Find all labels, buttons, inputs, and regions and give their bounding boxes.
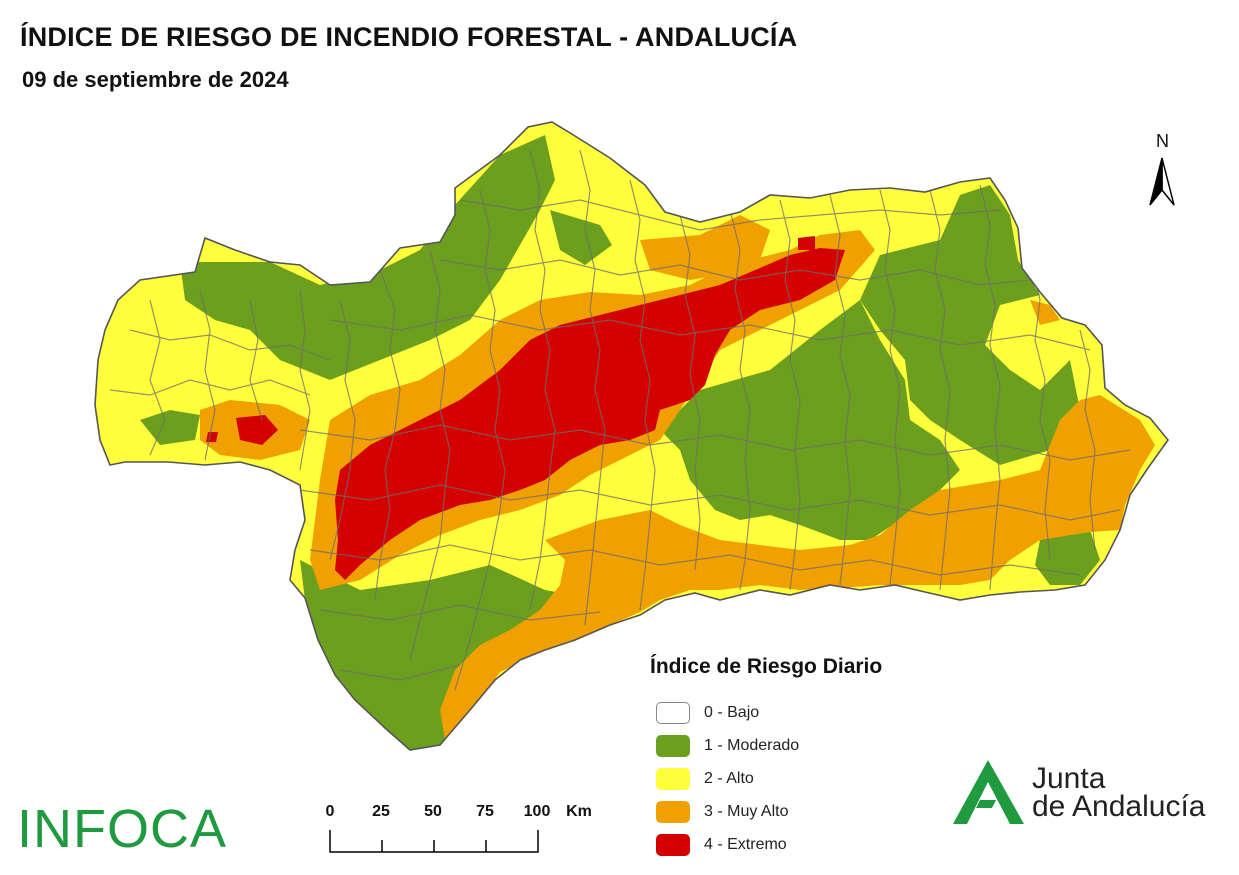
legend-swatch-extremo <box>656 833 690 856</box>
legend-item-bajo: 0 - Bajo <box>650 696 882 729</box>
legend-item-extremo: 4 - Extremo <box>650 828 882 861</box>
map-title: ÍNDICE DE RIESGO DE INCENDIO FORESTAL - … <box>20 22 798 52</box>
legend-swatch-bajo <box>656 701 690 724</box>
map-date: 09 de septiembre de 2024 <box>22 67 289 92</box>
scale-tick-label: 75 <box>476 803 494 820</box>
legend-label: 3 - Muy Alto <box>704 802 789 820</box>
junta-de-andalucia-logo <box>953 760 1024 824</box>
scale-bar-graphic <box>329 830 539 853</box>
legend-label: 4 - Extremo <box>704 835 787 853</box>
municipal-boundaries <box>109 149 1131 691</box>
legend-item-moderado: 1 - Moderado <box>650 729 882 762</box>
legend-item-muy-alto: 3 - Muy Alto <box>650 795 882 828</box>
legend-label: 1 - Moderado <box>704 736 800 754</box>
legend-swatch-moderado <box>656 734 690 757</box>
legend-item-alto: 2 - Alto <box>650 762 882 795</box>
legend-label: 2 - Alto <box>704 769 754 787</box>
andalucia-outline <box>94 121 1170 751</box>
legend-swatch-muy-alto <box>656 800 690 823</box>
scale-tick-label: 0 <box>325 803 335 820</box>
legend-swatch-alto <box>656 767 690 790</box>
north-label: N <box>1156 131 1169 151</box>
legend-label: 0 - Bajo <box>704 703 760 721</box>
scale-bar: 0 25 50 75 100 Km <box>322 800 622 860</box>
north-arrow-icon <box>1149 157 1175 206</box>
scale-unit: Km <box>566 803 592 820</box>
scale-tick-label: 25 <box>372 803 390 820</box>
legend-title: Índice de Riesgo Diario <box>650 655 883 678</box>
junta-text-line1: Junta <box>1032 762 1106 795</box>
infoca-logo: INFOCA <box>17 799 228 859</box>
junta-text-line2: de Andalucía <box>1032 790 1206 823</box>
scale-tick-label: 50 <box>424 803 442 820</box>
legend: Índice de Riesgo Diario 0 - Bajo 1 - Mod… <box>650 655 882 861</box>
scale-tick-label: 100 <box>523 803 551 820</box>
